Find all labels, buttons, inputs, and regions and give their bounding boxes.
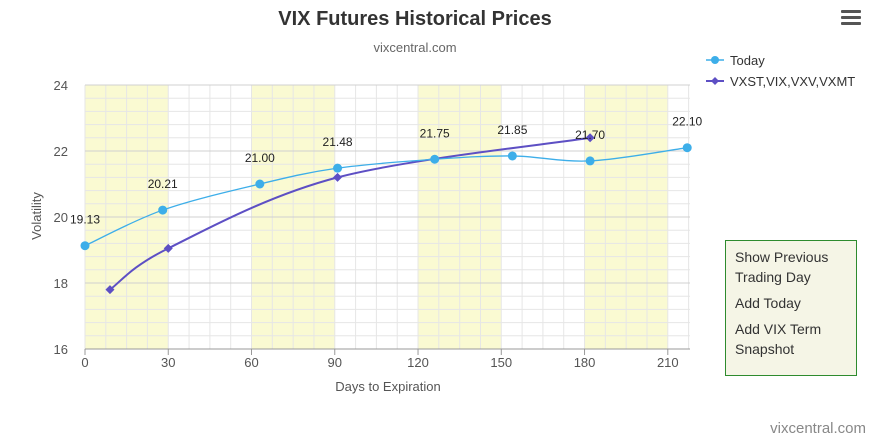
- data-label: 21.70: [575, 128, 605, 142]
- data-point-today: [585, 156, 595, 166]
- y-tick-label: 18: [54, 276, 68, 291]
- hamburger-menu-icon[interactable]: [841, 10, 861, 28]
- data-label: 21.75: [420, 126, 450, 140]
- x-tick-label: 150: [490, 355, 512, 370]
- x-tick-label: 30: [161, 355, 175, 370]
- axes: 0 30 60 90 120 150 180 210 16 18 20 22 24: [54, 78, 690, 370]
- legend-marker-circle-icon: [706, 56, 724, 64]
- series-layer: 19.13 20.21 21.00 21.48 21.75 21.85 21.70 22.10: [70, 115, 703, 295]
- data-label: 22.10: [672, 115, 702, 129]
- data-point-vix-term: [163, 243, 173, 253]
- x-tick-label: 0: [81, 355, 88, 370]
- x-tick-label: 120: [407, 355, 429, 370]
- data-point-today: [158, 205, 168, 215]
- data-point-today: [80, 241, 90, 251]
- data-point-today: [255, 179, 265, 189]
- series-line-0: [84, 147, 688, 247]
- chart-subtitle: vixcentral.com: [373, 40, 456, 55]
- x-axis-label: Days to Expiration: [335, 379, 441, 394]
- legend-marker-diamond-icon: [706, 77, 724, 85]
- data-label: 20.21: [148, 177, 178, 191]
- y-tick-label: 22: [54, 144, 68, 159]
- y-tick-label: 24: [54, 78, 68, 93]
- data-label: 19.13: [70, 213, 100, 227]
- data-point-vix-term: [105, 285, 115, 295]
- data-label: 21.00: [245, 151, 275, 165]
- data-point-today: [333, 163, 343, 173]
- data-point-vix-term: [585, 133, 595, 143]
- data-point-today: [682, 143, 692, 153]
- add-today-button[interactable]: Add Today: [735, 295, 801, 311]
- legend: Today VXST,VIX,VXV,VXMT: [706, 50, 855, 92]
- x-tick-label: 180: [574, 355, 596, 370]
- y-tick-label: 20: [54, 210, 68, 225]
- series-line-1: [109, 136, 591, 291]
- x-tick-label: 90: [328, 355, 342, 370]
- legend-item-vix-term[interactable]: VXST,VIX,VXV,VXMT: [706, 71, 855, 91]
- show-previous-trading-day-button[interactable]: Show Previous Trading Day: [735, 249, 829, 285]
- data-label: 21.85: [497, 123, 527, 137]
- grid-lines: [84, 84, 690, 350]
- add-vix-term-snapshot-button[interactable]: Add VIX Term Snapshot: [735, 321, 822, 357]
- data-point-today: [507, 151, 517, 161]
- data-label: 21.48: [323, 135, 353, 149]
- y-axis-label: Volatility: [29, 192, 44, 240]
- legend-item-today[interactable]: Today: [706, 50, 855, 70]
- x-tick-label: 60: [244, 355, 258, 370]
- action-menu: Show Previous Trading Day Add Today Add …: [725, 240, 857, 376]
- y-tick-label: 16: [54, 342, 68, 357]
- x-tick-label: 210: [657, 355, 679, 370]
- data-point-today: [430, 154, 440, 164]
- data-point-vix-term: [333, 172, 343, 182]
- credits-link[interactable]: vixcentral.com: [770, 420, 866, 437]
- legend-label-today: Today: [730, 52, 765, 68]
- legend-label-vix-term: VXST,VIX,VXV,VXMT: [730, 73, 856, 89]
- chart-title: VIX Futures Historical Prices: [278, 8, 551, 30]
